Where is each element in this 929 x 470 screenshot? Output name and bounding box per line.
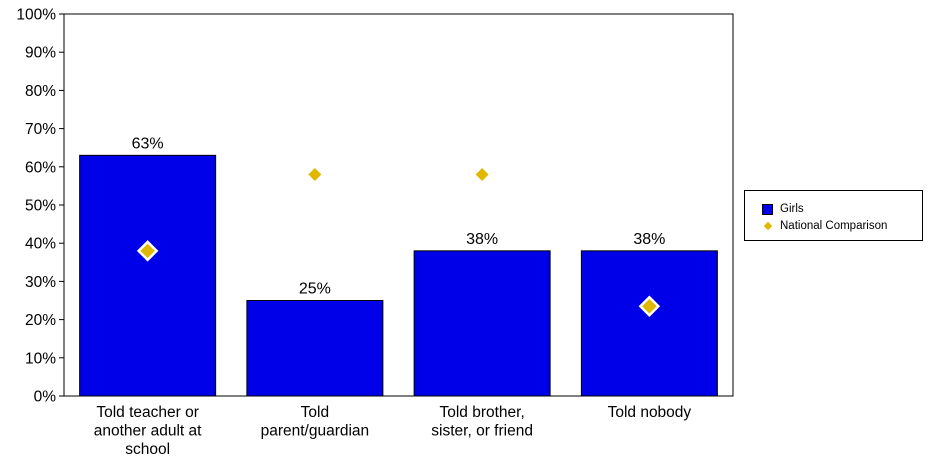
comparison-marker	[136, 240, 159, 262]
legend-label-girls: Girls	[780, 203, 804, 215]
y-tick-label: 80%	[25, 83, 56, 100]
y-tick-label: 60%	[25, 159, 56, 176]
legend: Girls National Comparison	[744, 190, 923, 241]
x-category-label: Told parent/guardian	[261, 404, 370, 440]
comparison-marker	[308, 167, 322, 181]
comparison-marker	[475, 167, 489, 181]
y-tick-label: 30%	[25, 274, 56, 291]
bar	[413, 250, 551, 397]
y-tick-label: 50%	[25, 198, 56, 215]
bar-series-girls	[79, 154, 718, 397]
legend-swatch-girls	[762, 203, 773, 215]
y-tick-label: 90%	[25, 45, 56, 62]
legend-item-girls: Girls	[745, 203, 804, 215]
data-labels: 63% 25% 38% 38%	[132, 135, 666, 297]
y-tick-label: 10%	[25, 350, 56, 367]
marker-series-national-comparison	[136, 167, 661, 317]
plot-area-frame	[63, 13, 734, 397]
y-tick-label: 20%	[25, 312, 56, 329]
comparison-marker	[638, 295, 661, 317]
bar	[246, 300, 384, 397]
bar	[580, 250, 718, 397]
x-category-label: Told teacher or another adult at school	[94, 404, 202, 458]
x-category-label: Told brother, sister, or friend	[431, 404, 533, 440]
x-category-label: Told nobody	[608, 404, 692, 421]
bar-value-label: 25%	[299, 281, 331, 298]
legend-label-national-comparison: National Comparison	[780, 220, 888, 232]
legend-swatch-national-comparison	[762, 221, 773, 232]
bar-value-label: 63%	[132, 135, 164, 152]
y-tick-label: 40%	[25, 236, 56, 253]
y-tick-label: 100%	[16, 7, 56, 24]
legend-item-national-comparison: National Comparison	[745, 220, 887, 232]
bar-value-label: 38%	[466, 231, 498, 248]
bar-value-label: 38%	[633, 231, 665, 248]
y-axis: 0% 10% 20% 30% 40% 50% 60% 70% 80% 90% 100%	[16, 7, 64, 406]
y-tick-label: 0%	[34, 389, 57, 406]
bar	[79, 154, 217, 397]
x-axis: Told teacher or another adult at school Tol…	[94, 404, 692, 458]
y-tick-label: 70%	[25, 121, 56, 138]
